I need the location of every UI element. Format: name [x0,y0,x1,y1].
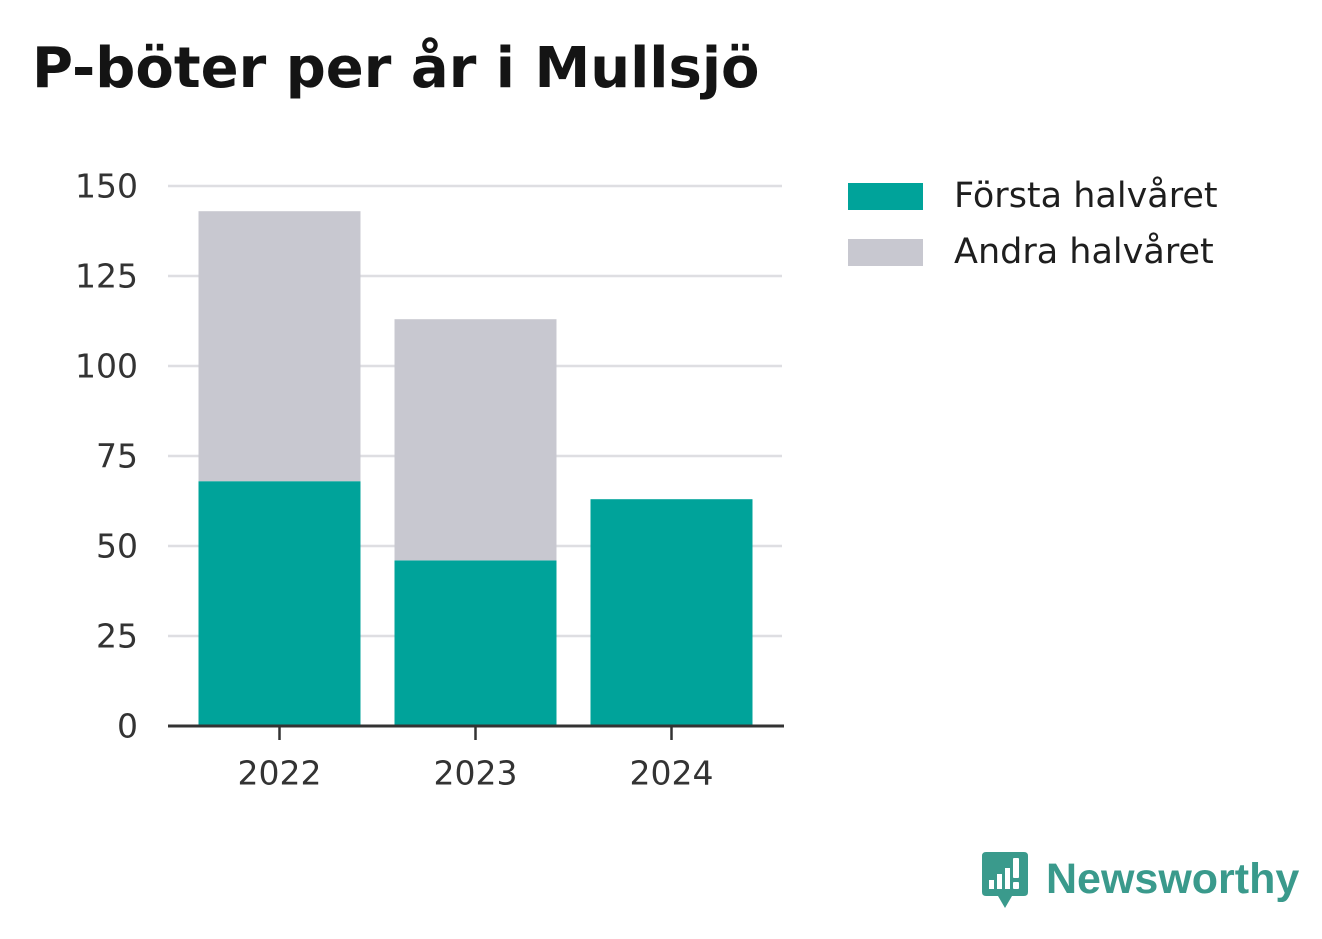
y-tick-label: 150 [75,167,138,206]
legend-label: Andra halvåret [954,232,1214,272]
brand-name: Newsworthy [1046,854,1300,903]
bar-2023-series-0 [394,560,557,726]
y-tick-label: 100 [75,347,138,386]
x-tick-label: 2023 [434,754,518,793]
legend-item: Andra halvåret [848,224,1218,280]
y-tick-label: 75 [96,437,138,476]
x-tick-label: 2024 [630,754,714,793]
newsworthy-logo-icon [982,852,1028,908]
legend-label: Första halvåret [954,176,1218,216]
y-tick-label: 0 [117,707,138,746]
bar-2024-series-0 [590,499,753,726]
brand-logo: Newsworthy [980,848,1299,910]
legend-swatch [848,238,923,266]
x-tick-label: 2022 [238,754,322,793]
y-tick-label: 25 [96,617,138,656]
bar-2022-series-1 [198,211,361,482]
x-axis: 2022 2023 2024 [168,724,784,793]
legend-swatch [848,182,923,210]
y-axis-ticks: 0 25 50 75 100 125 150 [75,167,138,746]
chart-title: P-böter per år i Mullsjö [32,36,760,101]
y-tick-label: 50 [96,527,138,566]
bar-2022-series-0 [198,481,361,726]
legend: Första halvåret Andra halvåret [848,168,1218,280]
bars [198,211,753,726]
legend-item: Första halvåret [848,168,1218,224]
bar-2023-series-1 [394,319,557,561]
y-tick-label: 125 [75,257,138,296]
